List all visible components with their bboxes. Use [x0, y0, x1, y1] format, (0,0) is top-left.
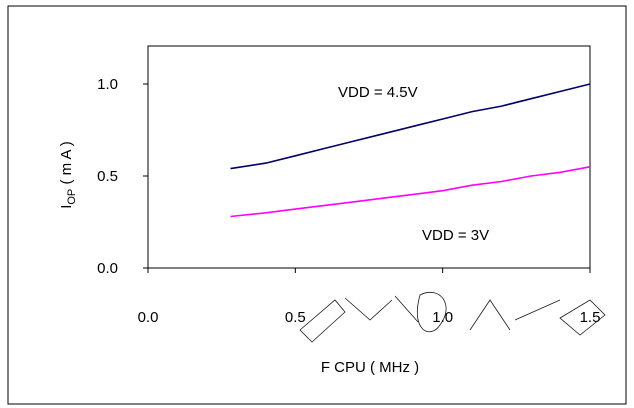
x-tick-label: 1.5 — [580, 309, 601, 326]
y-axis-label: IOP ( m A ) — [58, 141, 78, 209]
plot-frame — [147, 45, 591, 269]
series-line-0 — [230, 83, 591, 170]
plot-area — [147, 45, 591, 269]
x-tick-label: 1.0 — [432, 309, 453, 326]
x-tick-label: 0.0 — [138, 309, 159, 326]
series-label-vdd-4-5v: VDD = 4.5V — [338, 84, 418, 101]
series-line-1 — [230, 166, 591, 218]
series-layer — [230, 83, 591, 218]
y-tick-label: 1.0 — [97, 76, 118, 93]
y-tick-label: 0.5 — [97, 168, 118, 185]
y-axis-label-main: I — [58, 205, 75, 209]
series-label-vdd-3v: VDD = 3V — [422, 227, 489, 244]
y-tick-label: 0.0 — [97, 260, 118, 277]
x-axis-label: F CPU ( MHz ) — [321, 359, 419, 376]
tick-labels: 0.0 0.5 1.0 0.0 0.5 1.0 1.5 — [97, 76, 600, 326]
watermark — [299, 292, 606, 343]
y-axis-label-unit: ( m A ) — [58, 141, 75, 189]
y-axis-label-sub: OP — [66, 189, 78, 205]
x-tick-label: 0.5 — [285, 309, 306, 326]
